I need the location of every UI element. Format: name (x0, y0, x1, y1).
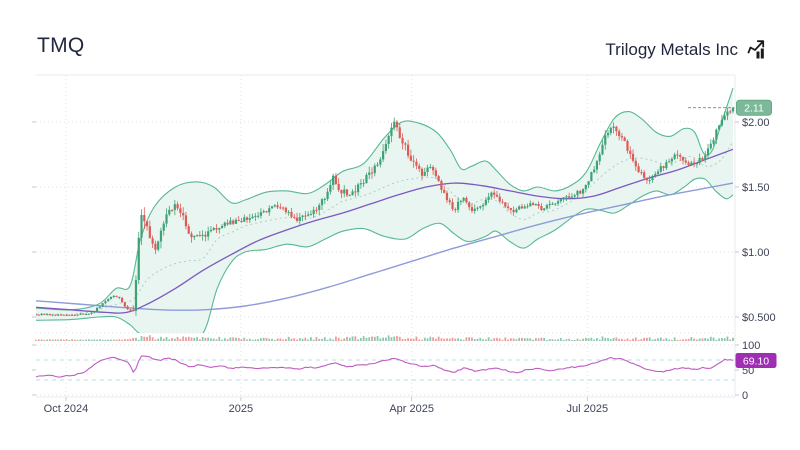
svg-text:69.10: 69.10 (743, 355, 769, 367)
axis-tick-label: $1.00 (742, 247, 770, 259)
chart-up-icon (747, 40, 765, 59)
axis-tick-label: $1.50 (742, 182, 770, 194)
axis-tick-label: $0.500 (742, 312, 776, 324)
axis-labels: $2.00 $1.50 $1.00 $0.500 100 50 0 Oct 2024 2025 A… (32, 74, 776, 415)
axis-tick-label: 50 (742, 365, 754, 377)
main-price-pane[interactable] (35, 88, 735, 341)
axis-tick-label: Jul 2025 (567, 403, 609, 415)
rsi-value-badge: 69.10 (735, 352, 777, 368)
mini-volume-strip (35, 335, 734, 341)
axis-tick-label: 2025 (229, 403, 253, 415)
axis-tick-label: 100 (742, 340, 760, 352)
rsi-pane[interactable] (35, 355, 735, 381)
axis-tick-label: Apr 2025 (389, 403, 434, 415)
ticker-symbol: TMQ (37, 34, 85, 57)
svg-text:2.11: 2.11 (744, 103, 764, 115)
value-badges: 2.11 69.10 (735, 99, 777, 368)
company-name: Trilogy Metals Inc (605, 39, 738, 59)
axis-tick-label: $2.00 (742, 117, 770, 129)
axis-tick-label: 0 (742, 390, 748, 402)
axis-tick-label: Oct 2024 (44, 403, 89, 415)
last-price-badge: 2.11 (736, 99, 772, 116)
company-header: Trilogy Metals Inc (605, 38, 768, 61)
